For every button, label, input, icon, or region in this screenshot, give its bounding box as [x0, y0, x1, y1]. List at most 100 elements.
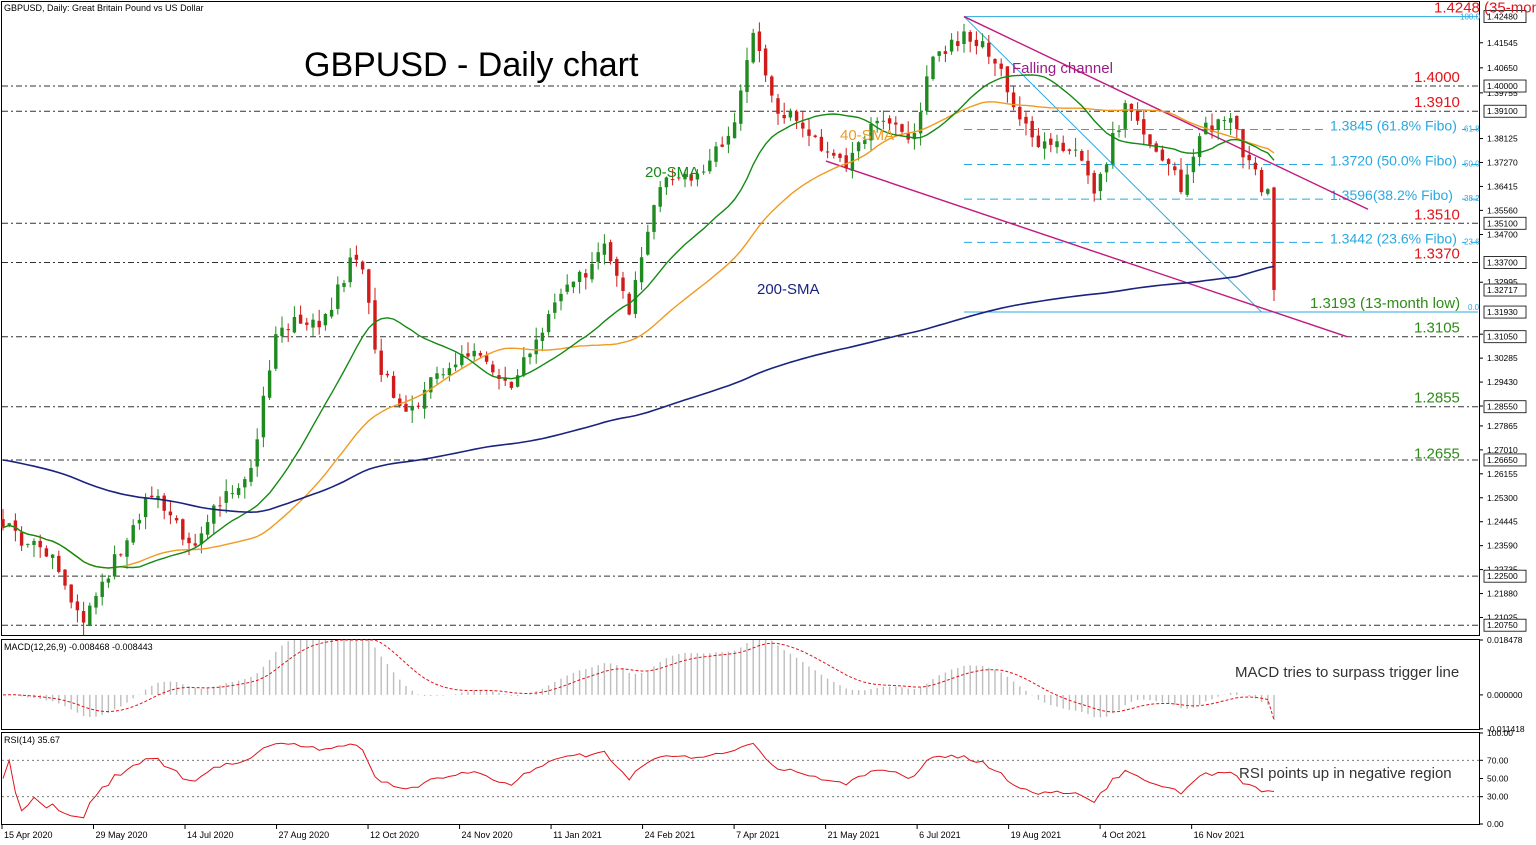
- date-tick-label: 21 May 2021: [828, 830, 880, 840]
- candle-body: [478, 352, 483, 356]
- candle-body: [900, 124, 904, 132]
- candle-body: [447, 368, 452, 376]
- candle-body: [559, 293, 563, 302]
- candle-body: [931, 56, 935, 80]
- candle-body: [894, 122, 898, 125]
- date-tick-label: 6 Jul 2021: [919, 830, 961, 840]
- date-axis: 15 Apr 2020 29 May 2020 14 Jul 2020 27 Aug …: [1, 825, 1245, 840]
- candle-body: [88, 605, 92, 625]
- rsi-label: RSI(14) 35.67: [4, 735, 60, 745]
- candle-body: [1191, 156, 1196, 173]
- candle-body: [1247, 154, 1251, 161]
- candle-body: [150, 495, 154, 498]
- candle-body: [19, 532, 24, 546]
- rsi-tick-label: 50.00: [1487, 774, 1509, 784]
- candle-body: [1061, 142, 1065, 152]
- date-tick-label: 4 Oct 2021: [1102, 830, 1146, 840]
- candle-body: [1135, 110, 1140, 121]
- price-tick-label: 1.32995: [1487, 277, 1518, 287]
- candle-body: [1117, 130, 1121, 133]
- date-tick-label: 11 Jan 2021: [553, 830, 602, 840]
- macd-panel-frame: [1, 639, 1480, 730]
- price-level-box-label: 1.39100: [1487, 106, 1518, 116]
- level-label: 1.3105: [1414, 320, 1460, 337]
- price-level-box: [1483, 618, 1527, 632]
- candle-body: [460, 354, 464, 366]
- candle-body: [683, 173, 687, 180]
- price-tick-label: 1.37270: [1487, 157, 1518, 167]
- candle-body: [720, 144, 724, 147]
- candle-body: [788, 110, 793, 118]
- candle-body: [249, 467, 253, 482]
- candle-body: [503, 377, 507, 381]
- candle-body: [236, 488, 241, 495]
- price-level-box: [1483, 400, 1527, 414]
- price-tick-label: 1.38125: [1487, 134, 1518, 144]
- candle-body: [856, 142, 861, 152]
- candle-body: [1011, 92, 1016, 108]
- moving-averages: [2, 74, 1275, 569]
- price-level-box-label: 1.40000: [1487, 81, 1518, 91]
- candle-body: [515, 375, 520, 387]
- candle-body: [497, 375, 501, 380]
- fibo-ratio-23.6: 23.6: [1464, 237, 1480, 246]
- candle-body: [639, 257, 644, 283]
- candle-body: [1210, 125, 1214, 133]
- candle-body: [925, 76, 929, 111]
- candle-body: [1266, 189, 1270, 194]
- date-tick-label: 14 Jul 2020: [187, 830, 234, 840]
- macd-tick-label: -0.011418: [1487, 724, 1525, 734]
- candle-body: [1197, 136, 1202, 158]
- candle-body: [131, 525, 135, 543]
- candle-body: [218, 505, 222, 507]
- rsi-line: [2, 742, 1275, 819]
- candle-body: [596, 252, 600, 262]
- candle-body: [1018, 106, 1022, 120]
- price-tick-label: 1.34700: [1487, 229, 1518, 239]
- candle-body: [243, 479, 247, 488]
- candle-body: [1055, 141, 1059, 148]
- candle-body: [763, 48, 768, 76]
- candle-body: [887, 118, 892, 124]
- candle-body: [745, 60, 749, 92]
- price-level-box: [1483, 453, 1527, 467]
- candle-body: [81, 611, 86, 623]
- candle-body: [621, 277, 625, 292]
- candle-body: [274, 334, 278, 369]
- candle-body: [949, 39, 954, 52]
- candle-body: [732, 122, 737, 139]
- candle-body: [1185, 174, 1189, 195]
- candle-body: [255, 439, 259, 467]
- macd-panel: 0.018478 0.000000 -0.011418: [2, 635, 1525, 734]
- candle-body: [584, 273, 588, 278]
- candle-body: [398, 398, 402, 406]
- candle-body: [1073, 149, 1078, 151]
- candle-body: [199, 533, 204, 545]
- price-level-box-label: 1.33700: [1487, 257, 1518, 267]
- candle-body: [633, 279, 638, 314]
- candle-body: [348, 257, 352, 283]
- candle-body: [1179, 169, 1183, 193]
- macd-label: MACD(12,26,9) -0.008468 -0.008443: [4, 642, 153, 652]
- candle-body: [999, 63, 1003, 69]
- candle-body: [1222, 120, 1227, 122]
- candle-body: [410, 405, 414, 411]
- date-tick-label: 16 Nov 2021: [1194, 830, 1245, 840]
- candle-body: [404, 403, 408, 412]
- candle-body: [298, 314, 303, 324]
- candle-body: [1166, 159, 1171, 165]
- sma40-label: 40-SMA: [840, 127, 894, 144]
- candle-body: [13, 520, 18, 531]
- candle-body: [391, 375, 396, 398]
- candle-body: [472, 350, 476, 357]
- candle-body: [7, 523, 11, 526]
- candle-body: [267, 370, 272, 398]
- candle-body: [980, 41, 985, 48]
- price-level-box: [1483, 330, 1527, 344]
- price-tick-label: 1.30285: [1487, 353, 1518, 363]
- candle-body: [429, 377, 433, 393]
- price-level-box: [1483, 104, 1527, 118]
- candle-body: [1049, 138, 1053, 145]
- level-labels: 1.4248 (35-month high) 1.4000 1.3910 1.3510…: [1310, 0, 1536, 463]
